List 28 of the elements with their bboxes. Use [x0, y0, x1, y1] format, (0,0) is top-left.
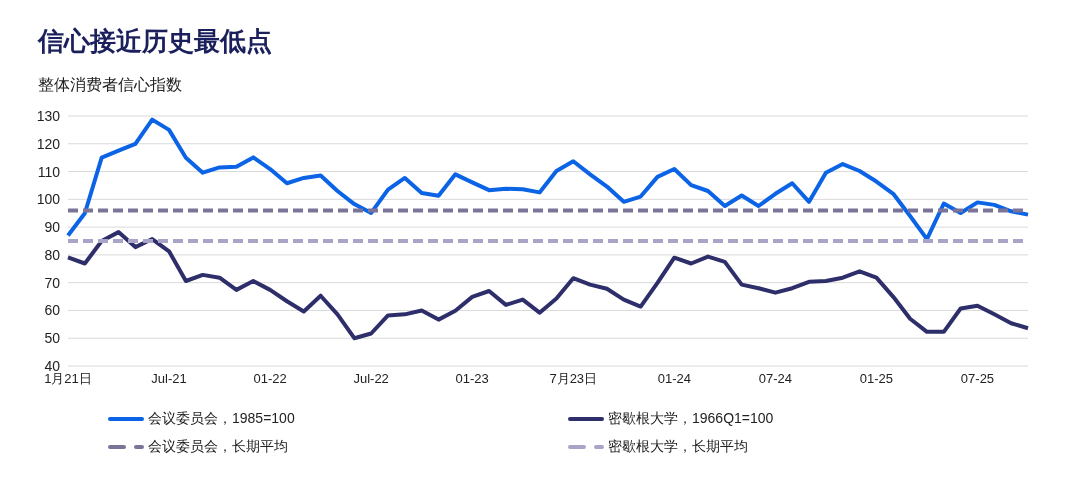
x-tick-label: 01-23	[455, 371, 489, 387]
y-tick-label: 50	[44, 330, 61, 347]
y-tick-label: 70	[44, 274, 61, 291]
chart-subtitle: 整体消费者信心指数	[37, 75, 183, 95]
legend-label: 密歇根大学，长期平均	[608, 438, 748, 456]
x-tick-label: 1月21日	[44, 371, 92, 387]
x-tick-label: 07-25	[960, 371, 995, 387]
x-tick-label: 7月23日	[549, 371, 598, 387]
y-tick-label: 40	[44, 357, 61, 374]
y-tick-label: 60	[44, 302, 61, 319]
chart-title: 信心接近历史最低点	[36, 25, 273, 58]
line-series	[66, 117, 1030, 242]
x-tick-label: 01-22	[253, 371, 287, 387]
x-tick-label: Jul-21	[151, 371, 187, 387]
line-series	[66, 230, 1030, 341]
legend-label: 会议委员会，长期平均	[148, 438, 288, 456]
legend-label: 会议委员会，1985=100	[148, 410, 295, 428]
legend-label: 密歇根大学，1966Q1=100	[608, 410, 774, 428]
x-tick-label: 01-25	[859, 371, 894, 387]
y-tick-label: 100	[36, 191, 61, 208]
x-tick-label: 07-24	[758, 371, 792, 387]
y-tick-label: 80	[44, 246, 61, 263]
y-tick-label: 120	[36, 135, 61, 152]
x-tick-label: 01-24	[657, 371, 691, 387]
y-tick-label: 110	[37, 163, 61, 180]
y-tick-label: 90	[44, 219, 61, 236]
x-tick-label: Jul-22	[353, 371, 389, 387]
y-tick-label: 130	[36, 107, 61, 124]
